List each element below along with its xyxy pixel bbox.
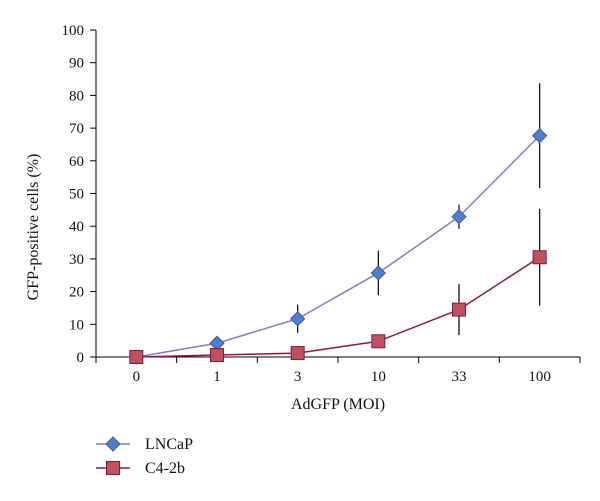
y-tick-label: 70 [69,121,84,137]
legend-marker [106,461,120,475]
legend-marker [105,436,121,452]
axes [95,30,580,358]
y-axis-title: GFP-positive cells (%) [25,154,42,301]
legend: LNCaP C4-2b [96,436,193,477]
legend-label: LNCaP [145,436,193,453]
data-point [370,265,387,281]
x-tick-label: 3 [294,369,302,385]
x-tick-label: 100 [528,369,551,385]
data-point [451,209,467,225]
y-axis-ticks: 0 10 20 30 40 50 60 70 80 90 100 [62,23,96,366]
series-line [136,256,541,358]
x-axis-title: AdGFP (MOI) [291,396,385,413]
x-tick-label: 33 [452,369,467,385]
series-c4-2b [129,208,547,364]
y-tick-label: 40 [69,219,84,235]
y-tick-label: 100 [62,23,85,39]
data-point [371,334,386,349]
y-tick-label: 50 [69,187,84,203]
series-lncap [128,83,548,365]
y-tick-label: 80 [69,88,84,104]
data-point [129,350,144,364]
x-axis-ticks: 0 1 3 10 33 100 [95,357,581,385]
y-tick-label: 60 [69,154,84,170]
data-point [210,348,224,363]
y-tick-label: 10 [69,317,84,333]
data-point [532,250,547,265]
data-point [290,346,305,361]
y-tick-label: 0 [77,350,85,366]
data-point [452,302,466,317]
y-tick-label: 90 [69,56,84,72]
y-tick-label: 30 [69,252,84,268]
legend-item: LNCaP [96,436,193,453]
series-layer [128,83,548,365]
legend-item: C4-2b [96,460,185,477]
y-tick-label: 20 [69,285,84,301]
x-tick-label: 0 [133,369,141,385]
x-tick-label: 10 [371,369,386,385]
x-tick-label: 1 [213,369,221,385]
data-point [531,127,548,144]
series-line [136,135,541,358]
data-point [289,311,306,327]
legend-label: C4-2b [145,460,185,477]
